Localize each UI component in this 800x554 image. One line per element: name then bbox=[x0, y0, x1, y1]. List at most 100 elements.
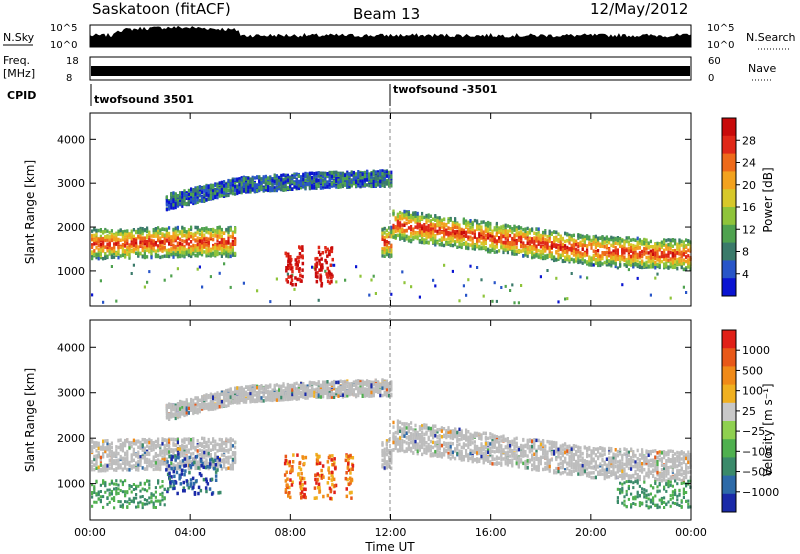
power-cell bbox=[137, 254, 140, 258]
power-cell bbox=[319, 252, 322, 257]
velocity-cell bbox=[139, 445, 142, 449]
power-cell bbox=[623, 263, 626, 267]
power-cell bbox=[403, 238, 406, 242]
power-cell bbox=[185, 201, 188, 206]
power-cell bbox=[192, 201, 195, 206]
power-cell bbox=[194, 200, 197, 204]
power-cell bbox=[423, 215, 426, 220]
power-cell bbox=[302, 177, 305, 182]
power-cell bbox=[209, 190, 212, 195]
power-cell bbox=[95, 234, 98, 239]
velocity-cell bbox=[97, 469, 100, 473]
power-cell bbox=[302, 185, 305, 189]
velocity-cell bbox=[141, 443, 144, 447]
power-cell bbox=[135, 238, 138, 243]
power-cell bbox=[245, 183, 248, 188]
power-cell bbox=[381, 173, 384, 178]
power-cell bbox=[216, 249, 219, 253]
power-cell bbox=[179, 254, 182, 259]
power-cell bbox=[491, 229, 494, 233]
power-cell bbox=[267, 188, 270, 193]
power-cell bbox=[517, 232, 520, 237]
power-cell bbox=[513, 235, 516, 240]
power-cell bbox=[557, 255, 560, 259]
power-cell bbox=[638, 264, 641, 269]
velocity-cell bbox=[91, 446, 94, 451]
power-cell bbox=[117, 255, 120, 260]
power-cell bbox=[170, 197, 173, 201]
power-cell bbox=[341, 171, 344, 176]
power-cell bbox=[636, 263, 639, 267]
power-cell bbox=[218, 235, 221, 239]
power-cell bbox=[385, 246, 388, 251]
power-cell bbox=[641, 239, 644, 244]
power-cell bbox=[425, 218, 428, 222]
power-cell bbox=[179, 249, 182, 254]
power-cell bbox=[517, 301, 520, 305]
power-cell bbox=[594, 238, 597, 242]
power-cell bbox=[209, 254, 212, 258]
power-cell bbox=[220, 230, 223, 235]
power-cell bbox=[427, 213, 430, 217]
power-cell bbox=[324, 246, 327, 250]
power-cell bbox=[209, 184, 212, 188]
power-cell bbox=[674, 239, 677, 244]
velocity-cell bbox=[124, 438, 127, 443]
power-cell bbox=[566, 233, 569, 237]
power-cell bbox=[291, 283, 294, 287]
power-cell bbox=[141, 242, 144, 246]
power-cell bbox=[190, 200, 193, 204]
power-cell bbox=[432, 236, 435, 241]
power-cell bbox=[212, 227, 215, 232]
velocity-cell bbox=[130, 490, 133, 494]
power-cell bbox=[183, 239, 186, 244]
power-cell bbox=[357, 184, 360, 188]
power-cell bbox=[93, 242, 96, 246]
power-cell bbox=[132, 263, 135, 267]
power-cell bbox=[113, 255, 116, 259]
power-cell bbox=[301, 248, 304, 252]
power-cell bbox=[201, 241, 204, 246]
power-cell bbox=[410, 238, 413, 243]
power-cell bbox=[658, 243, 661, 248]
power-cell bbox=[537, 230, 540, 234]
power-cell bbox=[471, 224, 474, 228]
power-cell bbox=[495, 245, 498, 249]
power-cell bbox=[460, 234, 463, 238]
power-cell bbox=[641, 249, 644, 254]
power-cell bbox=[99, 248, 102, 252]
power-cell bbox=[559, 240, 562, 244]
power-cell bbox=[522, 234, 525, 238]
power-cell bbox=[190, 251, 193, 256]
power-cell bbox=[223, 244, 226, 248]
power-cell bbox=[388, 177, 391, 182]
power-cell bbox=[163, 233, 166, 237]
power-cell bbox=[682, 244, 685, 249]
power-cell bbox=[328, 252, 331, 257]
velocity-cell bbox=[93, 463, 96, 467]
power-cell bbox=[412, 216, 415, 220]
power-cell bbox=[291, 187, 294, 191]
power-cell bbox=[170, 239, 173, 243]
power-cell bbox=[326, 275, 329, 279]
power-cell bbox=[271, 178, 274, 183]
power-cell bbox=[680, 265, 683, 269]
power-cell bbox=[632, 254, 635, 258]
power-cell bbox=[493, 228, 496, 232]
power-cell bbox=[126, 249, 129, 253]
power-cell bbox=[203, 244, 206, 249]
power-cell bbox=[172, 205, 175, 209]
power-cell bbox=[421, 230, 424, 234]
power-cell bbox=[443, 243, 446, 248]
velocity-cell bbox=[132, 500, 135, 504]
velocity-cell bbox=[135, 484, 138, 488]
power-cell bbox=[301, 268, 304, 272]
power-cell bbox=[225, 246, 228, 251]
power-cell bbox=[192, 252, 195, 256]
power-cell bbox=[132, 247, 135, 251]
power-cell bbox=[229, 244, 232, 249]
power-cell bbox=[106, 229, 109, 233]
power-cell bbox=[174, 205, 177, 210]
power-cell bbox=[685, 291, 688, 294]
power-cell bbox=[462, 234, 465, 239]
